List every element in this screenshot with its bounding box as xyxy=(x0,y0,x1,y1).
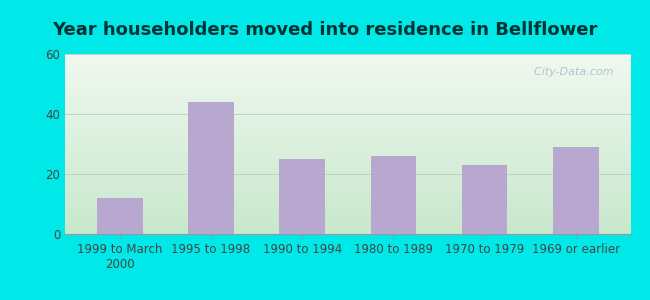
Bar xyxy=(462,165,508,234)
Bar xyxy=(280,159,325,234)
Bar xyxy=(188,102,234,234)
Text: Year householders moved into residence in Bellflower: Year householders moved into residence i… xyxy=(52,21,598,39)
Text: City-Data.com: City-Data.com xyxy=(527,67,614,76)
Bar xyxy=(97,198,142,234)
Bar xyxy=(553,147,599,234)
Bar xyxy=(370,156,416,234)
